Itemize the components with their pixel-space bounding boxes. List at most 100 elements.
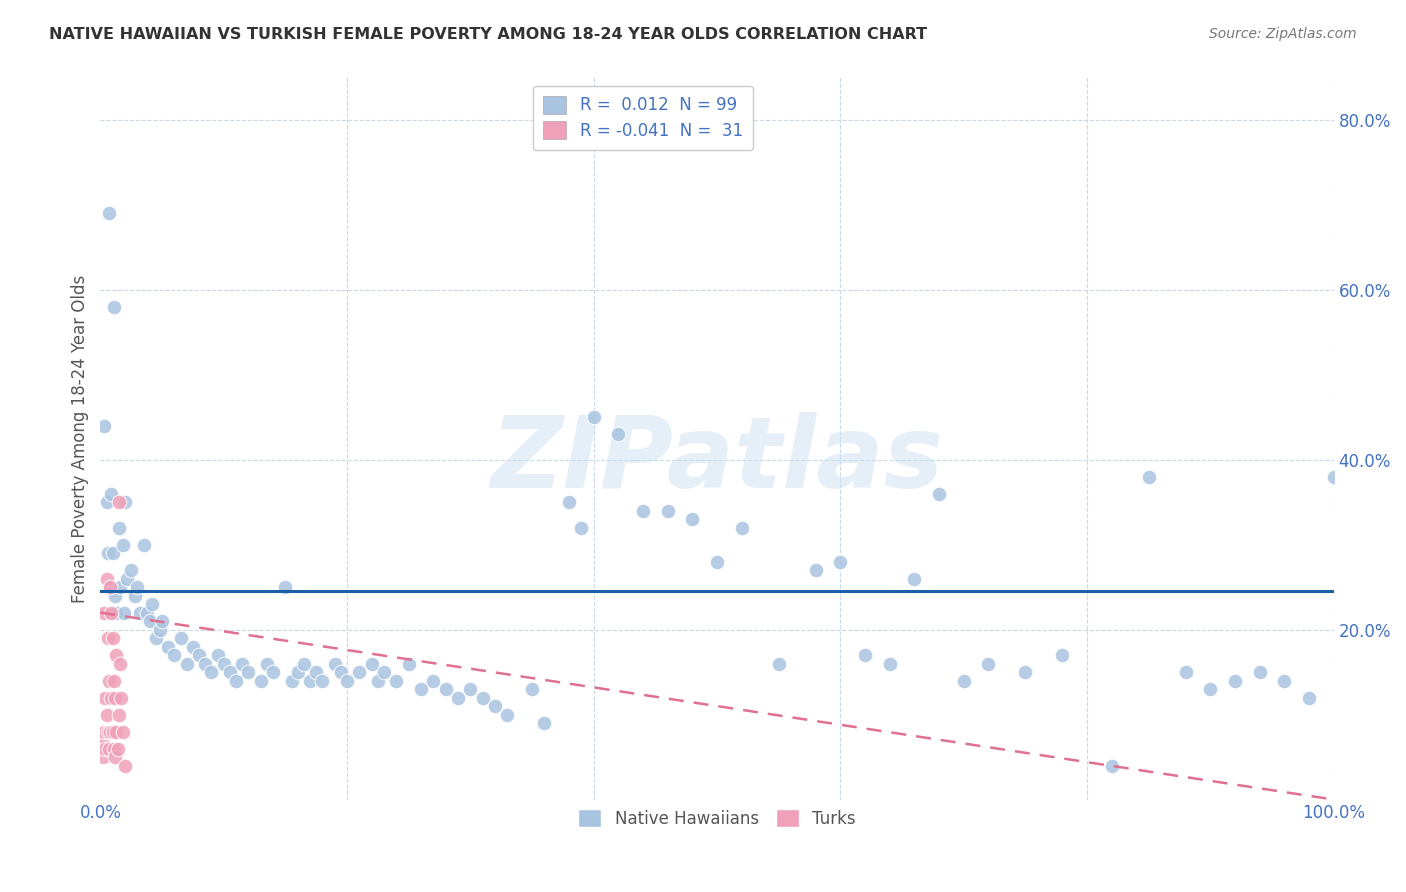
Point [128, 606, 150, 620]
Point [108, 521, 131, 535]
Point [533, 716, 555, 731]
Point [148, 623, 170, 637]
Point [98, 741, 121, 756]
Point [111, 538, 134, 552]
Point [928, 486, 950, 500]
Point [1174, 665, 1197, 679]
Point [138, 614, 160, 628]
Point [105, 606, 128, 620]
Point [97, 724, 120, 739]
Point [298, 673, 321, 688]
Point [385, 673, 408, 688]
Point [631, 504, 654, 518]
Point [103, 741, 125, 756]
Point [101, 724, 124, 739]
Point [93, 724, 115, 739]
Text: Source: ZipAtlas.com: Source: ZipAtlas.com [1209, 27, 1357, 41]
Point [100, 690, 122, 705]
Point [681, 512, 703, 526]
Point [104, 750, 127, 764]
Point [287, 665, 309, 679]
Point [98, 580, 121, 594]
Point [256, 657, 278, 671]
Point [212, 657, 235, 671]
Point [225, 673, 247, 688]
Point [1223, 673, 1246, 688]
Point [360, 657, 382, 671]
Point [108, 707, 131, 722]
Point [136, 606, 159, 620]
Point [471, 690, 494, 705]
Point [127, 580, 149, 594]
Point [280, 673, 302, 688]
Point [163, 648, 186, 662]
Point [145, 631, 167, 645]
Point [218, 665, 240, 679]
Point [409, 682, 432, 697]
Point [98, 206, 121, 220]
Point [169, 631, 191, 645]
Point [98, 673, 121, 688]
Point [1298, 690, 1320, 705]
Point [484, 699, 506, 714]
Point [97, 631, 120, 645]
Point [1014, 665, 1036, 679]
Point [98, 580, 121, 594]
Point [110, 690, 132, 705]
Point [104, 589, 127, 603]
Point [460, 682, 482, 697]
Point [373, 665, 395, 679]
Point [150, 614, 173, 628]
Point [96, 572, 118, 586]
Point [1137, 469, 1160, 483]
Point [101, 631, 124, 645]
Point [496, 707, 519, 722]
Point [124, 589, 146, 603]
Point [120, 563, 142, 577]
Text: NATIVE HAWAIIAN VS TURKISH FEMALE POVERTY AMONG 18-24 YEAR OLDS CORRELATION CHAR: NATIVE HAWAIIAN VS TURKISH FEMALE POVERT… [49, 27, 928, 42]
Point [569, 521, 592, 535]
Point [94, 741, 117, 756]
Point [132, 538, 155, 552]
Point [96, 707, 118, 722]
Point [349, 665, 371, 679]
Point [114, 758, 136, 772]
Point [1199, 682, 1222, 697]
Point [262, 665, 284, 679]
Point [117, 572, 139, 586]
Point [105, 648, 128, 662]
Point [830, 555, 852, 569]
Point [103, 673, 125, 688]
Y-axis label: Female Poverty Among 18-24 Year Olds: Female Poverty Among 18-24 Year Olds [72, 275, 89, 603]
Point [1249, 665, 1271, 679]
Point [329, 665, 352, 679]
Point [607, 427, 630, 442]
Legend: Native Hawaiians, Turks: Native Hawaiians, Turks [571, 803, 862, 835]
Point [804, 563, 827, 577]
Point [114, 495, 136, 509]
Point [879, 657, 901, 671]
Point [194, 657, 217, 671]
Point [249, 673, 271, 688]
Point [141, 597, 163, 611]
Point [706, 555, 728, 569]
Point [97, 546, 120, 560]
Point [1323, 469, 1346, 483]
Point [238, 665, 260, 679]
Point [101, 546, 124, 560]
Point [91, 750, 114, 764]
Point [207, 648, 229, 662]
Point [181, 640, 204, 654]
Point [108, 495, 131, 509]
Point [93, 606, 115, 620]
Point [200, 665, 222, 679]
Point [1272, 673, 1295, 688]
Text: ZIPatlas: ZIPatlas [491, 411, 943, 508]
Point [768, 657, 790, 671]
Point [105, 724, 128, 739]
Point [157, 640, 180, 654]
Point [100, 486, 122, 500]
Point [730, 521, 752, 535]
Point [274, 580, 297, 594]
Point [100, 606, 122, 620]
